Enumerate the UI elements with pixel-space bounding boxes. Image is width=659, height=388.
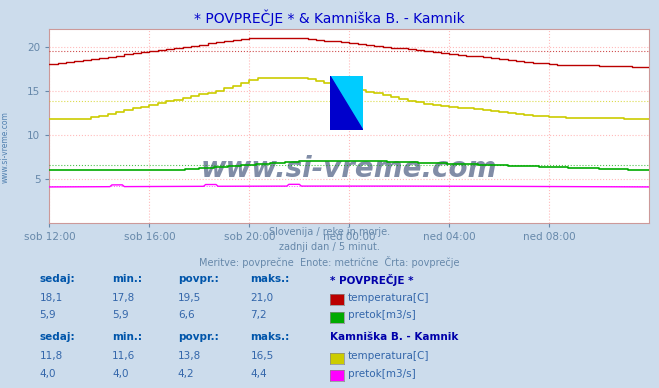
Text: 11,6: 11,6 [112, 351, 135, 361]
Text: 16,5: 16,5 [250, 351, 273, 361]
Text: 4,0: 4,0 [112, 369, 129, 379]
Text: maks.:: maks.: [250, 274, 290, 284]
Text: min.:: min.: [112, 274, 142, 284]
Text: * POVPREČJE * & Kamniška B. - Kamnik: * POVPREČJE * & Kamniška B. - Kamnik [194, 10, 465, 26]
Text: pretok[m3/s]: pretok[m3/s] [348, 369, 416, 379]
Text: 18,1: 18,1 [40, 293, 63, 303]
Text: povpr.:: povpr.: [178, 274, 219, 284]
Text: 5,9: 5,9 [40, 310, 56, 320]
Text: povpr.:: povpr.: [178, 332, 219, 342]
Text: 4,0: 4,0 [40, 369, 56, 379]
Text: * POVPREČJE *: * POVPREČJE * [330, 274, 413, 286]
Text: sedaj:: sedaj: [40, 332, 75, 342]
Text: 11,8: 11,8 [40, 351, 63, 361]
Text: pretok[m3/s]: pretok[m3/s] [348, 310, 416, 320]
Text: 13,8: 13,8 [178, 351, 201, 361]
Text: www.si-vreme.com: www.si-vreme.com [1, 111, 10, 184]
Text: 4,2: 4,2 [178, 369, 194, 379]
Text: sedaj:: sedaj: [40, 274, 75, 284]
Text: Meritve: povprečne  Enote: metrične  Črta: povprečje: Meritve: povprečne Enote: metrične Črta:… [199, 256, 460, 268]
Text: 21,0: 21,0 [250, 293, 273, 303]
Text: zadnji dan / 5 minut.: zadnji dan / 5 minut. [279, 242, 380, 252]
Text: www.si-vreme.com: www.si-vreme.com [201, 155, 498, 183]
Text: 6,6: 6,6 [178, 310, 194, 320]
Text: min.:: min.: [112, 332, 142, 342]
Text: temperatura[C]: temperatura[C] [348, 293, 430, 303]
Text: 19,5: 19,5 [178, 293, 201, 303]
Text: maks.:: maks.: [250, 332, 290, 342]
Text: 5,9: 5,9 [112, 310, 129, 320]
Text: 7,2: 7,2 [250, 310, 267, 320]
Text: Kamniška B. - Kamnik: Kamniška B. - Kamnik [330, 332, 458, 342]
Text: Slovenija / reke in morje.: Slovenija / reke in morje. [269, 227, 390, 237]
Text: temperatura[C]: temperatura[C] [348, 351, 430, 361]
Text: 17,8: 17,8 [112, 293, 135, 303]
Text: 4,4: 4,4 [250, 369, 267, 379]
